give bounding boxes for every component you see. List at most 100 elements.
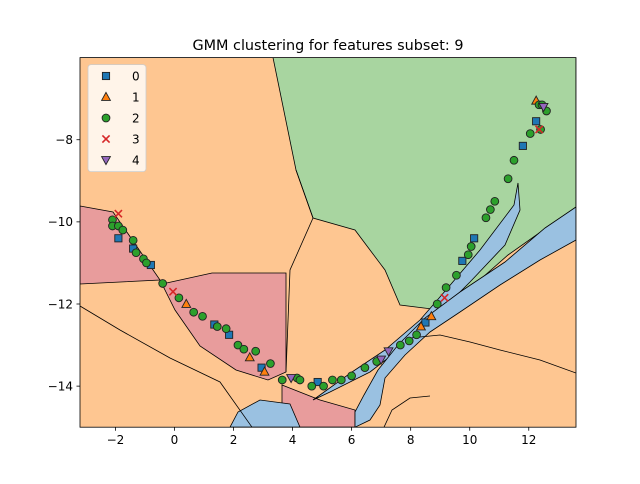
legend-frame — [87, 64, 147, 172]
data-point-cluster-2 — [395, 340, 405, 350]
data-point-cluster-2 — [441, 283, 451, 292]
x-tick-label: 10 — [462, 433, 477, 447]
legend-item-4: 4 — [100, 153, 140, 167]
legend-marker — [101, 71, 111, 81]
y-axis: −14 −12 −10 −8 — [48, 133, 80, 393]
data-point-cluster-2 — [360, 363, 370, 373]
legend-marker — [100, 156, 112, 166]
legend-label: 1 — [132, 90, 140, 104]
decision-regions — [80, 57, 576, 428]
y-tick-label: −12 — [48, 297, 73, 311]
data-point-cluster-2 — [198, 311, 207, 321]
data-point-cluster-3 — [440, 293, 449, 303]
legend-marker — [101, 113, 111, 123]
x-axis: −2 0 2 4 6 8 10 12 — [107, 427, 536, 447]
data-point-cluster-2 — [536, 125, 545, 134]
region-cluster-3-left — [80, 205, 161, 285]
data-point-cluster-2 — [466, 242, 476, 251]
data-point-cluster-2 — [131, 248, 141, 258]
data-point-cluster-2 — [525, 129, 535, 138]
y-tick-label: −8 — [55, 133, 73, 147]
data-point-cluster-2 — [277, 375, 287, 385]
legend-marker — [100, 91, 112, 101]
data-point-cluster-2 — [481, 213, 491, 223]
x-tick-label: 2 — [230, 433, 238, 447]
x-tick-label: 6 — [348, 433, 356, 447]
data-point-cluster-2 — [158, 279, 168, 288]
data-point-cluster-2 — [463, 250, 473, 260]
data-point-cluster-2 — [251, 346, 261, 356]
data-point-cluster-2 — [412, 330, 421, 340]
data-point-cluster-2 — [328, 375, 337, 385]
legend-label: 0 — [132, 69, 140, 83]
series-4 — [285, 103, 549, 384]
region-cluster-0-band-lower — [354, 206, 576, 428]
data-point-cluster-2 — [118, 225, 128, 235]
data-point-cluster-0 — [532, 117, 541, 126]
data-point-cluster-4 — [383, 347, 394, 357]
x-tick-label: 4 — [289, 433, 297, 447]
data-point-cluster-0 — [114, 234, 123, 243]
data-point-cluster-2 — [266, 359, 275, 368]
data-point-cluster-2 — [295, 375, 305, 385]
data-point-cluster-0 — [313, 377, 322, 387]
data-point-cluster-1 — [415, 321, 427, 331]
data-point-cluster-4 — [285, 374, 297, 384]
data-point-cluster-0 — [470, 234, 479, 243]
data-point-cluster-2 — [486, 205, 495, 214]
data-point-cluster-2 — [347, 371, 356, 381]
data-point-cluster-1 — [181, 298, 192, 308]
series-1 — [181, 95, 542, 376]
legend: 0 1 2 3 4 — [87, 64, 147, 172]
y-tick-label: −10 — [48, 215, 73, 229]
data-point-cluster-2 — [174, 293, 184, 303]
legend-item-2: 2 — [101, 111, 140, 125]
data-point-cluster-1 — [426, 310, 437, 321]
data-point-cluster-2 — [212, 322, 222, 331]
data-point-cluster-3 — [534, 125, 544, 134]
legend-marker — [101, 134, 111, 144]
x-tick-label: −2 — [107, 433, 125, 447]
data-point-cluster-2 — [221, 324, 231, 333]
x-tick-label: 0 — [171, 433, 179, 447]
data-point-cluster-2 — [404, 336, 414, 346]
x-tick-label: 8 — [407, 433, 415, 447]
data-point-cluster-4 — [538, 103, 549, 113]
data-point-cluster-2 — [142, 258, 151, 268]
data-point-cluster-3 — [114, 209, 123, 218]
data-point-cluster-4 — [375, 355, 387, 365]
legend-label: 2 — [132, 111, 140, 125]
chart-title: GMM clustering for features subset: 9 — [192, 38, 463, 54]
data-point-cluster-2 — [432, 299, 442, 309]
x-tick-label: 12 — [521, 433, 536, 447]
legend-item-1: 1 — [100, 90, 140, 104]
data-point-cluster-2 — [307, 381, 317, 391]
legend-item-0: 0 — [101, 69, 140, 83]
legend-label: 3 — [132, 132, 140, 146]
data-point-cluster-2 — [189, 307, 199, 317]
data-point-cluster-2 — [503, 174, 513, 184]
legend-label: 4 — [132, 153, 140, 167]
data-point-cluster-2 — [128, 235, 138, 245]
data-point-cluster-2 — [233, 340, 243, 350]
data-point-cluster-2 — [509, 155, 519, 165]
data-point-cluster-0 — [421, 318, 430, 327]
legend-item-3: 3 — [101, 132, 140, 146]
data-point-cluster-1 — [259, 366, 270, 376]
data-point-cluster-2 — [319, 381, 328, 391]
data-point-cluster-2 — [239, 344, 249, 354]
data-point-cluster-2 — [490, 196, 500, 206]
region-boundary-lines — [80, 169, 576, 428]
y-tick-label: −14 — [48, 379, 73, 393]
data-point-cluster-2 — [452, 270, 461, 280]
data-point-cluster-2 — [336, 375, 346, 385]
plot-frame — [79, 57, 577, 428]
data-points — [108, 95, 551, 391]
data-point-cluster-1 — [244, 351, 255, 362]
data-point-cluster-0 — [518, 141, 527, 150]
series-3 — [114, 125, 544, 303]
data-point-cluster-3 — [168, 287, 178, 296]
data-point-cluster-0 — [458, 256, 467, 265]
